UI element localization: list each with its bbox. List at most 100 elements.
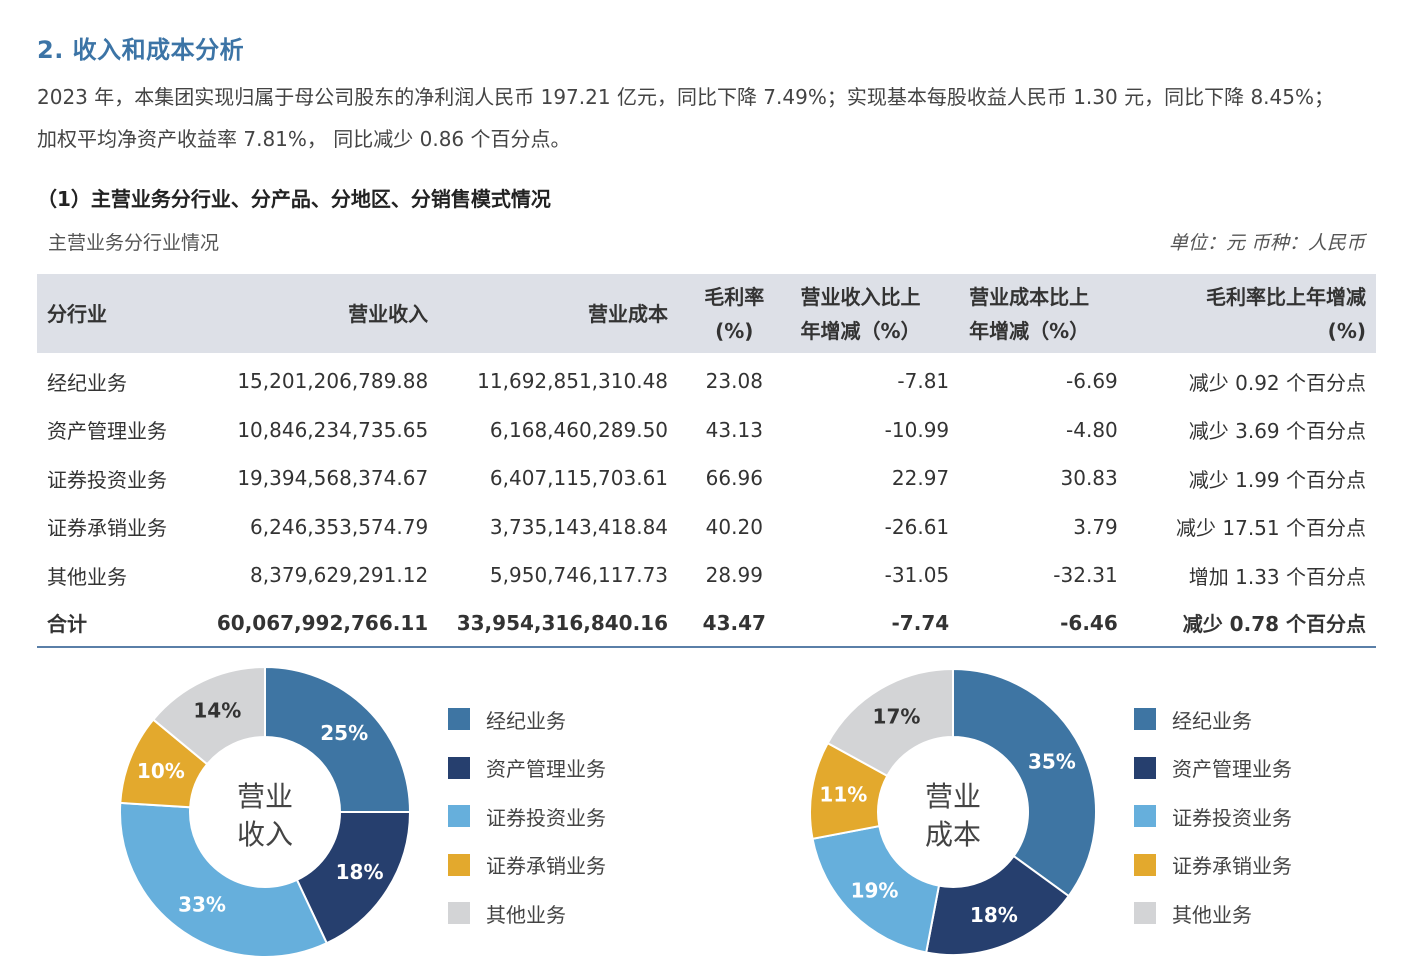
slice-data-label: 35%	[1028, 750, 1076, 774]
header-cost-change-line2: 年增减（%）	[969, 318, 1090, 343]
slice-data-label: 33%	[178, 893, 226, 917]
table-caption: 主营业务分行业情况	[48, 232, 220, 254]
donut-slice-5	[151, 665, 266, 766]
legend-item: 资产管理业务	[1134, 756, 1292, 781]
cell-margin-change: 增加 1.33 个百分点	[1188, 564, 1366, 589]
cell-gross-margin: 66.96	[705, 466, 763, 491]
cell-revenue: 19,394,568,374.67	[237, 466, 429, 491]
table-row: 证券承销业务 6,246,353,574.79 3,735,143,418.84…	[37, 503, 1376, 552]
donut-slice-2	[295, 811, 412, 945]
cell-revenue-change: -26.61	[884, 514, 950, 539]
cell-revenue-change: 22.97	[891, 466, 950, 491]
cell-cost: 6,168,460,289.50	[489, 417, 669, 442]
donut-slice-5	[826, 667, 954, 778]
total-cost: 33,954,316,840.16	[438, 599, 679, 648]
slice-data-label: 17%	[873, 704, 921, 728]
cell-cost-change: -32.31	[1053, 563, 1118, 588]
legend-swatch	[448, 708, 470, 730]
total-revenue: 60,067,992,766.11	[206, 599, 439, 648]
total-cost-change: -6.46	[959, 599, 1128, 648]
cell-industry: 资产管理业务	[47, 419, 167, 444]
table-row: 资产管理业务 10,846,234,735.65 6,168,460,289.5…	[37, 406, 1376, 455]
cell-revenue-change: -10.99	[884, 417, 950, 442]
slice-data-label: 18%	[336, 860, 384, 884]
donut-center-label: 成本	[925, 818, 981, 851]
header-revenue-change: 营业收入比上 年增减（%）	[791, 274, 960, 353]
header-cost: 营业成本	[588, 301, 669, 326]
legend-swatch	[1134, 805, 1156, 827]
cell-revenue-change: -31.05	[884, 563, 950, 588]
legend-item: 证券承销业务	[1134, 853, 1292, 878]
donut-center-label: 收入	[237, 818, 293, 851]
cell-margin-change: 减少 1.99 个百分点	[1188, 467, 1366, 492]
cell-gross-margin: 40.20	[705, 514, 763, 539]
total-margin-change: 减少 0.78 个百分点	[1127, 599, 1376, 648]
table-header-row: 分行业 营业收入 营业成本 毛利率 (%) 营业收入比上 年增减（%） 营业成本比上…	[37, 274, 1376, 353]
summary-paragraph-line-2: 加权平均净资产收益率 7.81%， 同比减少 0.86 个百分点。	[37, 127, 571, 151]
legend-label: 其他业务	[1172, 902, 1252, 927]
slice-data-label: 10%	[137, 759, 185, 783]
cell-cost-change: -4.80	[1066, 417, 1118, 442]
slice-data-label: 25%	[320, 721, 368, 745]
donut-slice-3	[119, 801, 329, 958]
legend-label: 其他业务	[486, 902, 566, 927]
legend-swatch	[448, 805, 470, 827]
legend-item: 其他业务	[1134, 901, 1252, 927]
legend-item: 经纪业务	[448, 707, 566, 733]
revenue-donut-chart: 25% 18% 33% 10% 14% 营业 收入	[119, 665, 412, 958]
legend-item: 资产管理业务	[448, 756, 606, 781]
cell-cost-change: 3.79	[1073, 514, 1118, 539]
cell-industry: 其他业务	[47, 564, 127, 589]
slice-data-label: 11%	[819, 783, 867, 807]
donut-center-label: 营业	[237, 780, 293, 813]
donut-slice-2	[925, 854, 1071, 956]
revenue-donut-svg: 25% 18% 33% 10% 14% 营业收入	[119, 665, 412, 958]
table-total-row: 合计 60,067,992,766.11 33,954,316,840.16 4…	[37, 599, 1376, 648]
legend-item: 证券投资业务	[448, 804, 606, 830]
legend-label: 经纪业务	[486, 708, 566, 733]
header-industry: 分行业	[47, 301, 107, 326]
legend-item: 其他业务	[448, 901, 566, 927]
cell-industry: 经纪业务	[47, 370, 127, 395]
cell-gross-margin: 23.08	[705, 369, 763, 394]
legend-swatch	[1134, 902, 1156, 924]
cell-cost: 5,950,746,117.73	[489, 563, 669, 588]
legend-swatch	[448, 902, 470, 924]
donut-slice-1	[264, 665, 412, 813]
cell-industry: 证券投资业务	[47, 467, 167, 492]
legend-item: 证券投资业务	[1134, 804, 1292, 830]
cost-donut-chart: 35% 18% 19% 11% 17% 营业 成本	[808, 667, 1098, 957]
cost-donut-svg: 35% 18% 19% 11% 17% 营业成本	[809, 667, 1097, 956]
cell-cost: 6,407,115,703.61	[489, 466, 669, 491]
header-revenue-change-line1: 营业收入比上	[800, 284, 921, 309]
cell-margin-change: 减少 17.51 个百分点	[1176, 516, 1366, 541]
legend-swatch	[448, 853, 470, 876]
subsection-title: （1）主营业务分行业、分产品、分地区、分销售模式情况	[37, 187, 551, 211]
total-label: 合计	[37, 599, 207, 648]
revenue-legend: 经纪业务资产管理业务 证券投资业务证券承销业务 其他业务	[448, 707, 668, 937]
cell-margin-change: 减少 0.92 个百分点	[1188, 370, 1366, 395]
legend-swatch	[1134, 853, 1156, 876]
header-cost-change: 营业成本比上 年增减（%）	[959, 274, 1128, 353]
cell-revenue: 15,201,206,789.88	[237, 369, 429, 394]
cell-revenue: 6,246,353,574.79	[250, 514, 429, 539]
cost-legend: 经纪业务 资产管理业务 证券投资业务 证券承销业务 其他业务	[1134, 707, 1354, 937]
cell-revenue: 10,846,234,735.65	[237, 417, 429, 442]
header-gross-margin-line2: (%)	[715, 318, 754, 343]
legend-label: 证券承销业务	[486, 854, 606, 878]
donut-slice-3	[811, 824, 941, 954]
legend-swatch	[1134, 708, 1156, 730]
header-revenue: 营业收入	[348, 301, 429, 326]
header-margin-change-line2: (%)	[1327, 318, 1366, 343]
unit-note: 单位：元 币种：人民币	[1168, 232, 1365, 254]
cell-revenue-change: -7.81	[897, 369, 950, 394]
legend-swatch	[1134, 756, 1156, 779]
cell-cost: 11,692,851,310.48	[477, 369, 669, 394]
slice-data-label: 18%	[970, 903, 1018, 927]
section-title: 2. 收入和成本分析	[37, 36, 245, 64]
header-margin-change-line1: 毛利率比上年增减	[1206, 284, 1366, 309]
cell-industry: 证券承销业务	[47, 516, 167, 541]
cell-gross-margin: 28.99	[705, 563, 763, 588]
header-margin-change: 毛利率比上年增减 (%)	[1128, 274, 1376, 353]
slice-data-label: 19%	[851, 878, 899, 902]
